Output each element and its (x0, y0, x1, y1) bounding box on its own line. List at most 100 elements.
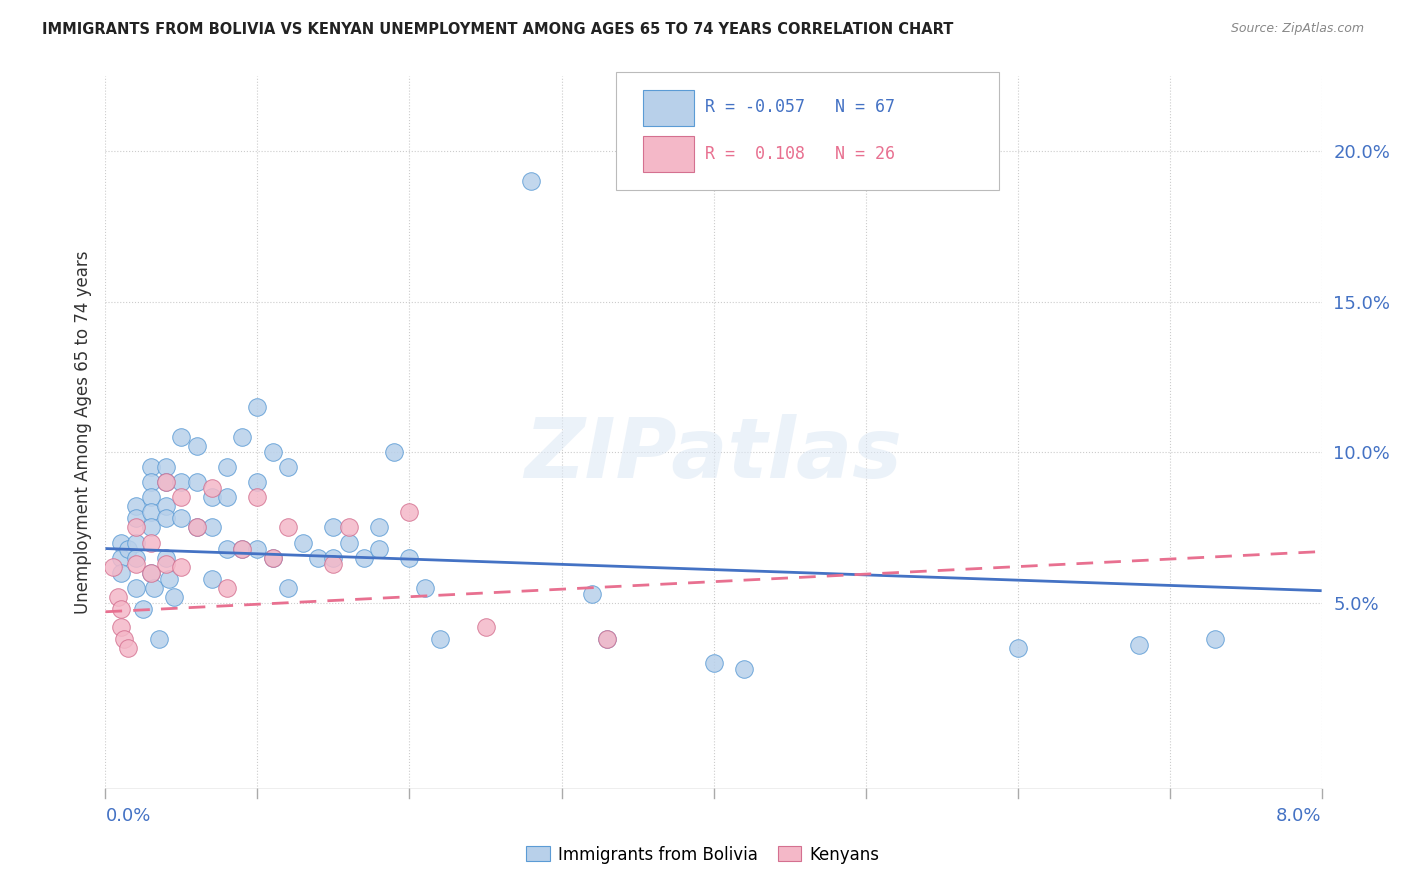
Text: ZIPatlas: ZIPatlas (524, 414, 903, 494)
Point (398, 505, 420, 519)
Point (277, 520, 299, 534)
Point (155, 475, 177, 490)
Point (139, 566, 162, 580)
Point (110, 535, 132, 549)
Point (201, 481, 224, 495)
Point (112, 632, 135, 646)
Point (277, 581, 299, 595)
Point (217, 491, 239, 505)
Point (155, 550, 177, 565)
Point (143, 581, 166, 595)
Point (139, 460, 162, 475)
Point (170, 430, 193, 444)
Point (277, 460, 299, 475)
Point (368, 520, 391, 534)
Point (231, 430, 253, 444)
FancyBboxPatch shape (616, 72, 1000, 190)
Point (186, 520, 208, 534)
Point (139, 520, 162, 534)
Point (155, 475, 177, 490)
Point (170, 559, 193, 574)
Point (520, 174, 543, 188)
Point (125, 520, 148, 534)
Point (117, 640, 139, 655)
Point (125, 511, 148, 525)
Point (101, 559, 124, 574)
Point (110, 566, 132, 580)
Point (148, 632, 170, 646)
Point (125, 557, 148, 571)
Point (382, 445, 405, 459)
Point (733, 662, 755, 676)
Y-axis label: Unemployment Among Ages 65 to 74 years: Unemployment Among Ages 65 to 74 years (73, 251, 91, 615)
Point (157, 572, 180, 586)
Point (292, 535, 315, 549)
Point (170, 475, 193, 490)
Text: R = -0.057   N = 67: R = -0.057 N = 67 (704, 97, 896, 115)
Point (163, 590, 186, 604)
Point (596, 632, 619, 646)
Point (231, 541, 253, 556)
Point (322, 520, 344, 534)
Point (139, 475, 162, 490)
Point (429, 632, 451, 646)
Text: 0.0%: 0.0% (105, 807, 150, 825)
Point (246, 400, 269, 414)
Point (125, 550, 148, 565)
Point (170, 511, 193, 525)
Point (125, 500, 148, 514)
Point (581, 587, 603, 601)
Point (139, 505, 162, 519)
Point (474, 620, 496, 634)
Text: R =  0.108   N = 26: R = 0.108 N = 26 (704, 145, 896, 163)
Point (307, 550, 329, 565)
Point (262, 550, 284, 565)
Point (1204, 632, 1226, 646)
Point (186, 475, 208, 490)
Point (186, 439, 208, 453)
Point (262, 550, 284, 565)
Point (155, 557, 177, 571)
Point (201, 520, 224, 534)
Point (1007, 640, 1029, 655)
Point (368, 541, 391, 556)
Point (246, 475, 269, 490)
Point (107, 590, 129, 604)
Text: Source: ZipAtlas.com: Source: ZipAtlas.com (1230, 22, 1364, 36)
Point (201, 572, 224, 586)
Point (170, 491, 193, 505)
Point (413, 581, 436, 595)
Point (322, 550, 344, 565)
Point (110, 620, 132, 634)
Point (125, 581, 148, 595)
FancyBboxPatch shape (643, 90, 695, 126)
Point (246, 541, 269, 556)
Point (217, 581, 239, 595)
Point (155, 460, 177, 475)
Point (155, 500, 177, 514)
Point (110, 550, 132, 565)
Point (231, 541, 253, 556)
Point (217, 541, 239, 556)
Point (186, 520, 208, 534)
Point (262, 445, 284, 459)
Point (596, 632, 619, 646)
Point (139, 566, 162, 580)
Legend: Immigrants from Bolivia, Kenyans: Immigrants from Bolivia, Kenyans (520, 839, 886, 871)
Point (155, 511, 177, 525)
FancyBboxPatch shape (643, 136, 695, 172)
Point (139, 535, 162, 549)
Point (322, 557, 344, 571)
Point (353, 550, 375, 565)
Point (201, 491, 224, 505)
Text: 8.0%: 8.0% (1277, 807, 1322, 825)
Point (337, 520, 360, 534)
Point (139, 491, 162, 505)
Point (337, 535, 360, 549)
Point (1128, 638, 1150, 652)
Point (398, 550, 420, 565)
Point (217, 460, 239, 475)
Point (117, 541, 139, 556)
Point (125, 535, 148, 549)
Point (110, 601, 132, 615)
